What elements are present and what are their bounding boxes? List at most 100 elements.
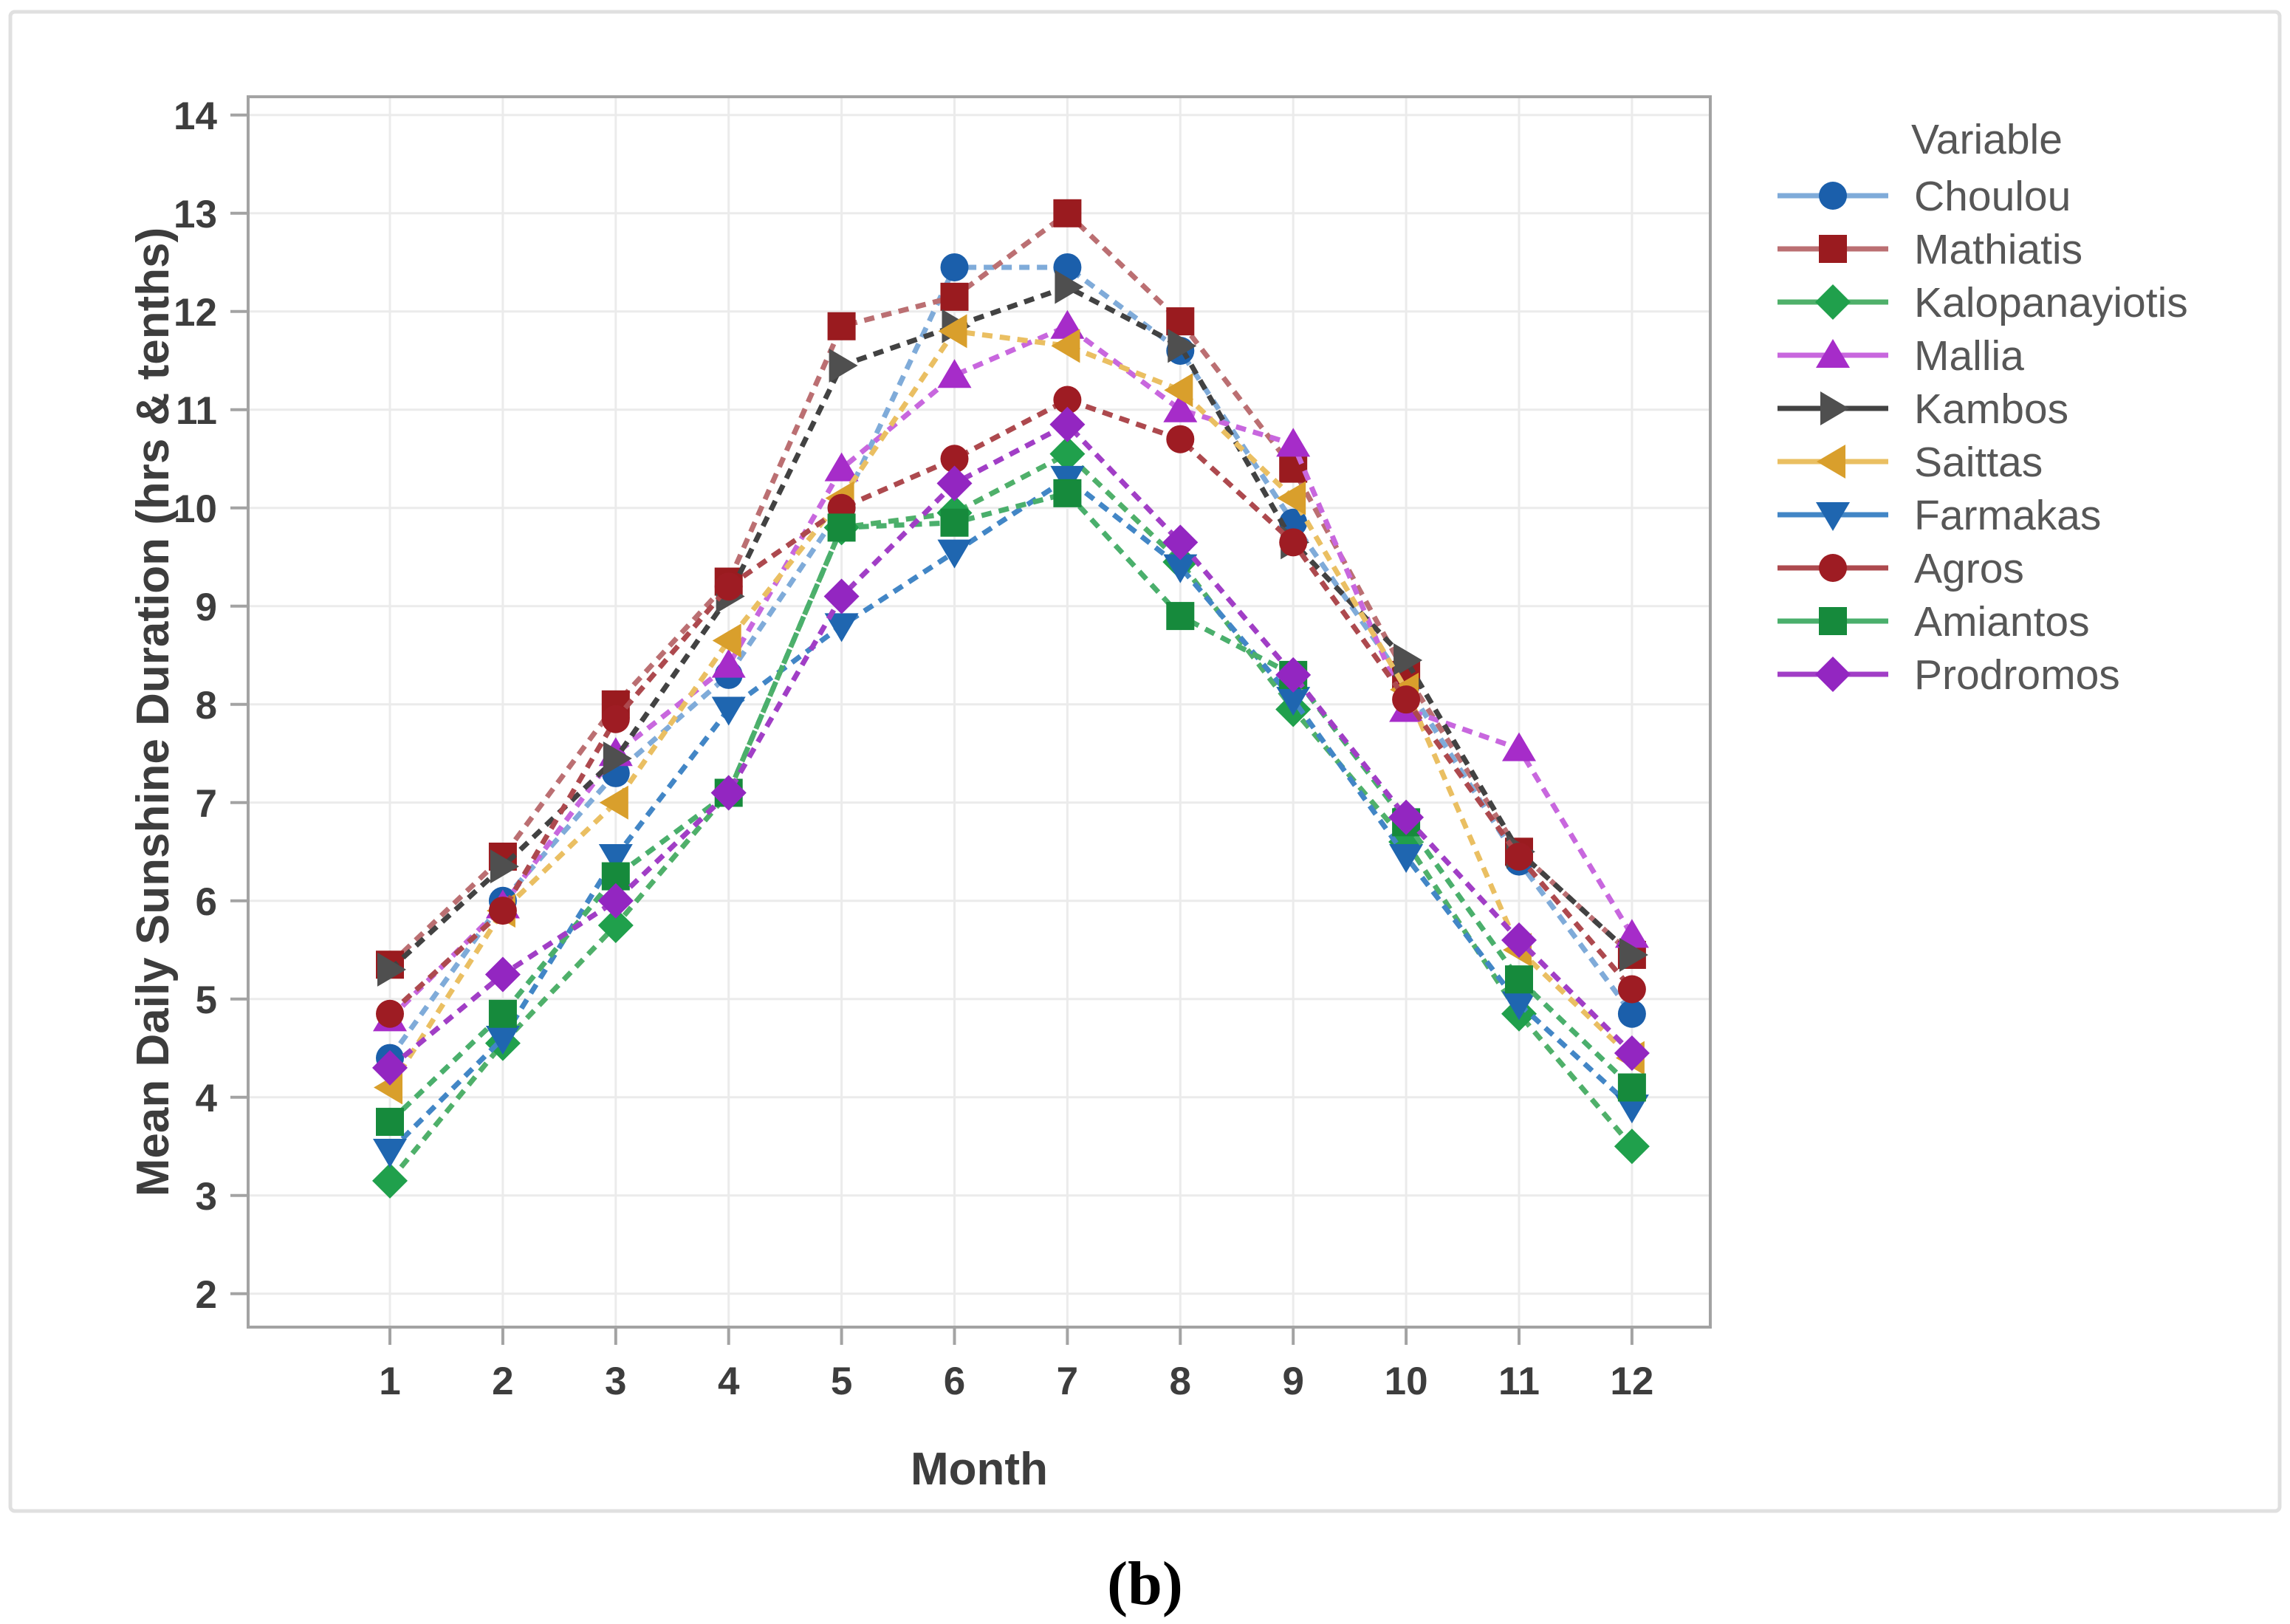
data-point <box>488 999 517 1028</box>
legend-label: Saittas <box>1914 439 2043 486</box>
data-point <box>1053 199 1082 227</box>
data-point <box>1053 479 1082 507</box>
svg-text:1: 1 <box>379 1360 400 1403</box>
series-line <box>388 475 1634 1154</box>
legend-item-saittas: Saittas <box>1778 439 2043 486</box>
data-point <box>1053 386 1082 414</box>
legend: Variable Choulou Mathiatis Kalopanayiotis Ma… <box>1778 116 2188 699</box>
triangle-left-icon <box>1817 445 1845 479</box>
data-point <box>1617 1073 1646 1102</box>
legend-label: Mallia <box>1914 332 2024 380</box>
svg-text:6: 6 <box>196 880 217 924</box>
svg-text:8: 8 <box>196 684 217 727</box>
data-point <box>376 1108 404 1137</box>
data-point <box>1163 393 1198 422</box>
data-point <box>597 908 634 944</box>
x-axis-title: Month <box>911 1444 1048 1495</box>
data-point <box>940 508 969 537</box>
data-point <box>1619 937 1648 972</box>
svg-text:11: 11 <box>1498 1360 1540 1403</box>
data-point <box>603 741 632 775</box>
data-point <box>1049 436 1086 472</box>
data-point <box>597 883 634 919</box>
svg-text:8: 8 <box>1170 1360 1191 1403</box>
data-point <box>823 578 860 614</box>
data-point <box>599 785 628 820</box>
svg-text:4: 4 <box>196 1077 218 1120</box>
data-point <box>1614 1094 1649 1124</box>
data-point <box>1049 406 1086 442</box>
x-tick-labels: 1 2 3 4 5 6 7 8 9 10 11 12 <box>379 1360 1653 1403</box>
svg-text:2: 2 <box>492 1360 513 1403</box>
data-point <box>1505 965 1533 994</box>
data-point <box>1277 481 1306 515</box>
data-point <box>940 282 969 311</box>
data-point <box>1617 999 1646 1028</box>
series-line <box>388 450 1634 1183</box>
data-point <box>827 312 856 340</box>
data-point <box>1505 842 1533 871</box>
svg-text:12: 12 <box>1610 1360 1653 1403</box>
data-point <box>598 843 633 873</box>
data-point <box>1166 307 1195 336</box>
data-point <box>490 849 519 884</box>
svg-text:10: 10 <box>174 487 217 531</box>
data-point <box>372 1049 408 1086</box>
data-point <box>601 705 630 733</box>
legend-label: Agros <box>1914 545 2024 592</box>
series-line <box>388 490 1634 1124</box>
square-icon <box>1819 607 1847 635</box>
data-point <box>1168 329 1197 363</box>
series-line <box>388 210 1634 967</box>
data-point <box>1275 657 1312 693</box>
data-point <box>712 623 741 658</box>
series-line <box>388 264 1634 1060</box>
data-point <box>376 999 404 1028</box>
data-point <box>1276 428 1311 457</box>
series-amiantos <box>376 479 1646 1137</box>
data-point <box>1501 922 1537 958</box>
diamond-icon <box>1815 284 1851 320</box>
legend-item-amiantos: Amiantos <box>1778 598 2090 645</box>
svg-text:6: 6 <box>944 1360 965 1403</box>
data-point <box>1279 528 1308 557</box>
series-farmakas <box>373 465 1649 1168</box>
data-point <box>1614 1035 1650 1071</box>
series-line <box>388 284 1634 972</box>
data-point <box>714 572 743 601</box>
data-point <box>710 775 747 811</box>
data-point <box>940 253 969 281</box>
series-line <box>388 323 1634 1021</box>
legend-item-farmakas: Farmakas <box>1778 492 2101 539</box>
data-point <box>937 539 972 569</box>
data-point <box>373 1138 407 1168</box>
axis-ticks <box>230 113 1633 1345</box>
legend-label: Amiantos <box>1914 598 2090 645</box>
triangle-down-icon <box>1816 502 1850 531</box>
svg-text:4: 4 <box>718 1360 740 1403</box>
data-point <box>1393 643 1423 677</box>
svg-text:9: 9 <box>1282 1360 1303 1403</box>
legend-label: Kalopanayiotis <box>1914 279 2188 326</box>
legend-item-mathiatis: Mathiatis <box>1778 226 2082 273</box>
data-point <box>1389 843 1424 873</box>
data-point <box>1502 732 1536 761</box>
data-point <box>940 445 969 473</box>
y-tick-labels: 2 3 4 5 6 7 8 9 10 11 12 13 14 <box>174 95 217 1317</box>
legend-label: Choulou <box>1914 173 2071 220</box>
legend-item-kalopanayiotis: Kalopanayiotis <box>1778 279 2188 326</box>
data-point <box>1279 454 1308 483</box>
data-point <box>1164 373 1193 408</box>
data-point <box>937 359 972 388</box>
svg-text:10: 10 <box>1385 1360 1428 1403</box>
data-point <box>485 1026 520 1055</box>
data-point <box>377 952 406 987</box>
svg-text:2: 2 <box>196 1273 217 1317</box>
series-line <box>388 328 1634 1089</box>
data-point <box>488 897 517 925</box>
data-point <box>1617 975 1646 1004</box>
svg-text:5: 5 <box>196 979 217 1022</box>
svg-text:7: 7 <box>196 782 217 826</box>
